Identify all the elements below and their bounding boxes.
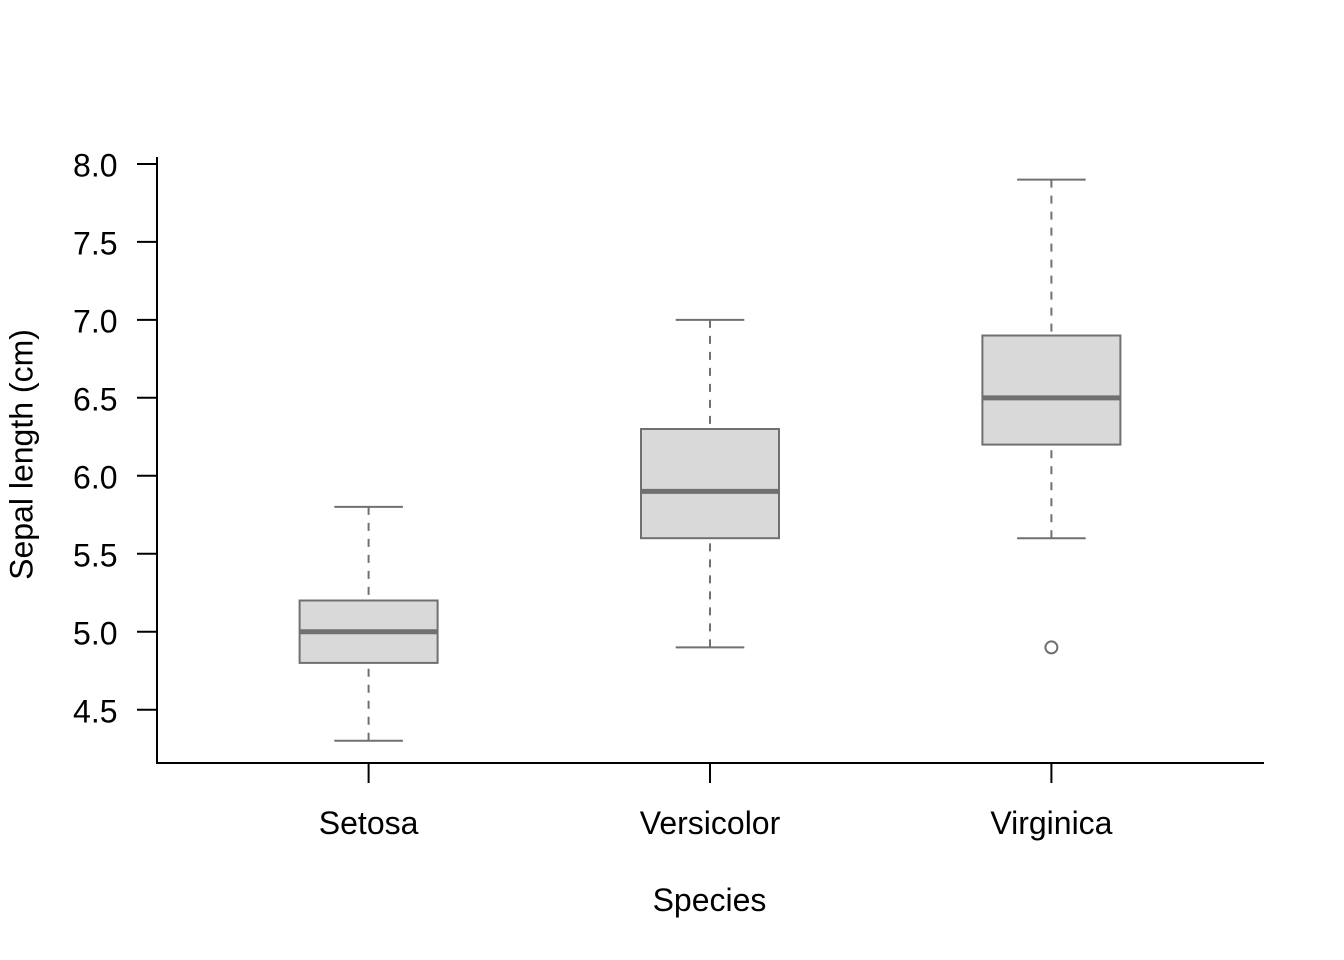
svg-text:5.0: 5.0 [73,615,117,651]
svg-text:8.0: 8.0 [73,148,117,184]
svg-text:7.0: 7.0 [73,304,117,340]
svg-text:6.0: 6.0 [73,459,117,495]
svg-text:4.5: 4.5 [73,693,117,729]
svg-text:5.5: 5.5 [73,537,117,573]
svg-text:6.5: 6.5 [73,381,117,417]
svg-text:Virginica: Virginica [990,805,1112,841]
svg-text:Species: Species [653,882,767,918]
svg-text:Sepal length (cm): Sepal length (cm) [4,329,40,580]
svg-text:Versicolor: Versicolor [640,805,781,841]
svg-text:7.5: 7.5 [73,226,117,262]
svg-text:Setosa: Setosa [319,805,419,841]
